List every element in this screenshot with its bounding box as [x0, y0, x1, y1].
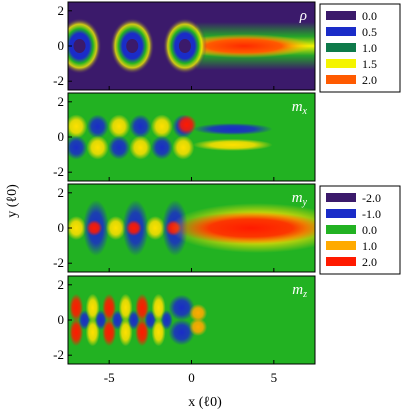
spin-blob	[108, 135, 131, 160]
y-tick-label: 0	[58, 220, 65, 235]
legend-label: 0.0	[362, 9, 377, 23]
density-core	[176, 34, 313, 58]
spin-blob	[105, 216, 126, 240]
legend-label: 2.0	[362, 73, 377, 87]
spin-blob	[86, 220, 103, 236]
spin-blob	[129, 135, 152, 160]
x-tick-label: -5	[104, 370, 115, 385]
y-tick-label: 0	[58, 312, 65, 327]
legend-swatch	[326, 241, 356, 250]
legend-swatch	[326, 225, 356, 234]
y-tick-label: 2	[58, 185, 65, 200]
legend-swatch	[326, 43, 356, 52]
y-tick-label: -2	[53, 255, 64, 270]
legend-label: 0.0	[362, 223, 377, 237]
panel-mz: -202-5 0 5mz	[53, 275, 316, 385]
panel-label: ρ	[299, 8, 307, 24]
spin-blob	[150, 135, 173, 160]
y-tick-label: -2	[53, 164, 64, 179]
legend-swatch	[326, 75, 356, 84]
y-tick-label: -2	[53, 347, 64, 362]
spin-blob	[86, 114, 109, 139]
y-tick-label: 2	[58, 277, 65, 292]
panel-rho: -2 0 2 ρ	[53, 1, 316, 91]
legend-label: 2.0	[362, 255, 377, 269]
spin-blob	[168, 294, 195, 321]
spin-tail	[174, 212, 315, 244]
spin-blob	[189, 318, 208, 337]
spin-blob	[86, 135, 109, 160]
legend-swatch	[326, 257, 356, 266]
x-tick-label: 0	[188, 370, 195, 385]
legend-swatch	[326, 27, 356, 36]
spin-blob	[145, 216, 166, 240]
legend-label: -2.0	[362, 191, 381, 205]
spin-blob	[68, 114, 88, 139]
legend-density: 0.0 0.5 1.0 1.5 2.0	[319, 3, 401, 93]
legend-swatch	[326, 59, 356, 68]
spin-blob	[168, 319, 195, 346]
spin-blob	[68, 135, 88, 160]
y-tick-label: 0	[58, 129, 65, 144]
legend-spin: -2.0 -1.0 0.0 1.0 2.0	[319, 185, 401, 275]
spin-blob	[176, 114, 197, 135]
spin-blob	[172, 135, 195, 160]
spin-tail	[192, 138, 273, 151]
panels: -202 ρ-202 mx-202 my-202-5 0 5mz	[53, 1, 316, 385]
legend-label: 1.5	[362, 57, 377, 71]
legends: 0.0 0.5 1.0 1.5 2.0 -2.0 -1.0 0.0 1.0 2.0	[319, 3, 401, 275]
vortex-core	[126, 39, 139, 53]
y-tick-label: 2	[58, 94, 65, 109]
panel-mx: -202 mx	[53, 92, 316, 182]
legend-swatch	[326, 193, 356, 202]
y-axis-label: y (ℓ0)	[5, 184, 20, 218]
y-tick-label: 2	[58, 3, 65, 18]
legend-label: 0.5	[362, 25, 377, 39]
spin-blob	[150, 114, 173, 139]
panel-my: -202 my	[53, 183, 316, 273]
legend-swatch	[326, 11, 356, 20]
vortex-core	[73, 39, 86, 53]
spin-blob	[160, 310, 173, 330]
spin-tail	[192, 123, 273, 136]
x-tick-label: 5	[271, 370, 278, 385]
spin-blob	[129, 114, 152, 139]
legend-swatch	[326, 209, 356, 218]
spin-blob	[125, 220, 142, 236]
legend-label: 1.0	[362, 41, 377, 55]
spin-blob	[68, 216, 87, 240]
x-axis-label: x (ℓ0)	[188, 395, 222, 410]
vortex-core	[178, 39, 191, 53]
spin-blob	[189, 303, 208, 322]
legend-label: 1.0	[362, 239, 377, 253]
spin-blob	[108, 114, 131, 139]
legend-label: -1.0	[362, 207, 381, 221]
panel-background	[68, 93, 315, 181]
y-tick-label: 0	[58, 38, 65, 53]
y-tick-label: -2	[53, 73, 64, 88]
